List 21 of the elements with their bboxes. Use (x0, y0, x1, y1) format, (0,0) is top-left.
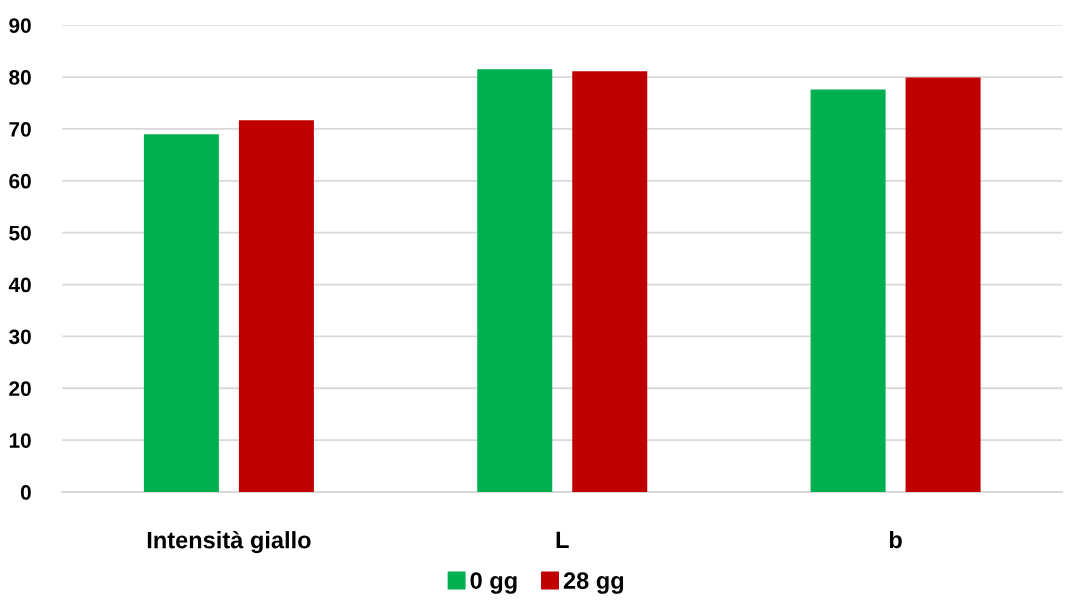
bar (572, 71, 648, 492)
y-tick-label: 20 (9, 381, 31, 397)
y-tick-label: 50 (9, 225, 31, 241)
y-tick-label: 10 (9, 433, 31, 448)
bar (905, 77, 981, 492)
y-tick-label: 60 (9, 173, 31, 189)
x-tick-label: b (889, 530, 902, 549)
y-tick-label: 70 (9, 121, 31, 137)
bar (238, 120, 314, 492)
x-tick-label: L (556, 531, 569, 548)
y-tick-label: 90 (9, 18, 31, 33)
legend-label: 28 gg (563, 572, 624, 594)
legend-label: 0 gg (470, 572, 517, 594)
y-tick-label: 30 (8, 329, 31, 345)
bar (143, 134, 219, 492)
bar (810, 89, 886, 492)
bar (477, 69, 553, 492)
y-tick-label: 40 (8, 277, 31, 293)
x-tick-label: Intensità giallo (147, 530, 311, 554)
y-tick-label: 0 (20, 485, 31, 500)
y-tick-label: 80 (9, 70, 31, 85)
